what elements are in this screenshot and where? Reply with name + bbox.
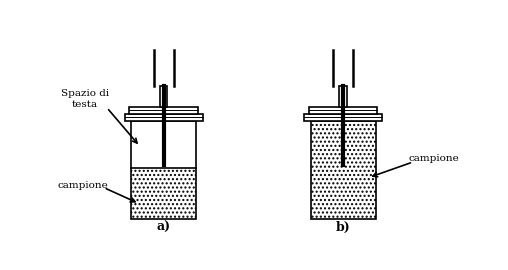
Bar bbox=[304, 113, 383, 121]
Bar bbox=[339, 86, 346, 107]
Text: campione: campione bbox=[408, 154, 459, 163]
Bar bbox=[308, 107, 377, 113]
Bar bbox=[132, 121, 197, 219]
Text: a): a) bbox=[157, 221, 171, 234]
Text: Spazio di
testa: Spazio di testa bbox=[61, 89, 109, 109]
Bar bbox=[130, 107, 198, 113]
Bar bbox=[310, 121, 375, 219]
Bar bbox=[124, 113, 203, 121]
Text: campione: campione bbox=[58, 181, 109, 190]
Bar bbox=[161, 86, 168, 107]
Bar bbox=[310, 121, 375, 219]
Bar bbox=[132, 168, 197, 219]
Text: b): b) bbox=[336, 221, 351, 234]
